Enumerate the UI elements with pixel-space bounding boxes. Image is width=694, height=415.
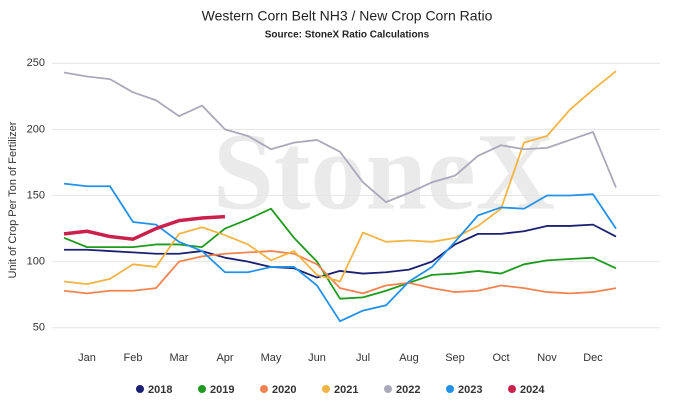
series-line — [63, 214, 226, 241]
y-tick-label: 150 — [27, 189, 45, 201]
legend-marker — [384, 385, 392, 393]
legend-label: 2019 — [210, 384, 234, 396]
chart-subtitle: Source: StoneX Ratio Calculations — [265, 30, 430, 41]
y-tick-label: 200 — [27, 123, 45, 135]
x-tick-label: Nov — [537, 352, 557, 364]
y-tick-label: 250 — [27, 57, 45, 69]
legend-marker — [260, 385, 268, 393]
x-tick-label: Feb — [124, 352, 143, 364]
x-tick-label: Sep — [445, 352, 465, 364]
series-line — [63, 71, 617, 204]
y-tick-label: 50 — [33, 322, 45, 334]
legend-marker — [446, 385, 454, 393]
x-tick-label: Dec — [583, 352, 603, 364]
series-line — [63, 70, 617, 286]
y-axis-label: Unit of Crop Per Ton of Fertilizer — [7, 121, 19, 278]
legend-label: 2023 — [458, 384, 482, 396]
x-tick-label: Apr — [216, 352, 233, 364]
legend-marker — [136, 385, 144, 393]
legend-marker — [322, 385, 330, 393]
series-line — [64, 223, 617, 279]
y-tick-label: 100 — [27, 256, 45, 268]
legend-marker — [508, 385, 516, 393]
legend-marker — [198, 385, 206, 393]
x-tick-label: Aug — [399, 352, 419, 364]
watermark: StoneX — [213, 110, 555, 232]
x-tick-label: Jan — [78, 352, 96, 364]
legend-label: 2018 — [148, 384, 172, 396]
x-tick-label: Jul — [356, 352, 370, 364]
x-tick-label: Jun — [308, 352, 326, 364]
legend-label: 2021 — [334, 384, 358, 396]
series-line — [63, 207, 617, 300]
legend-label: 2022 — [396, 384, 420, 396]
series-line — [63, 182, 617, 323]
legend-label: 2024 — [520, 384, 545, 396]
x-tick-label: Mar — [170, 352, 189, 364]
series-line — [63, 250, 617, 295]
x-tick-label: May — [261, 352, 282, 364]
legend-label: 2020 — [272, 384, 296, 396]
chart-title: Western Corn Belt NH3 / New Crop Corn Ra… — [202, 8, 493, 24]
x-tick-label: Oct — [492, 352, 509, 364]
